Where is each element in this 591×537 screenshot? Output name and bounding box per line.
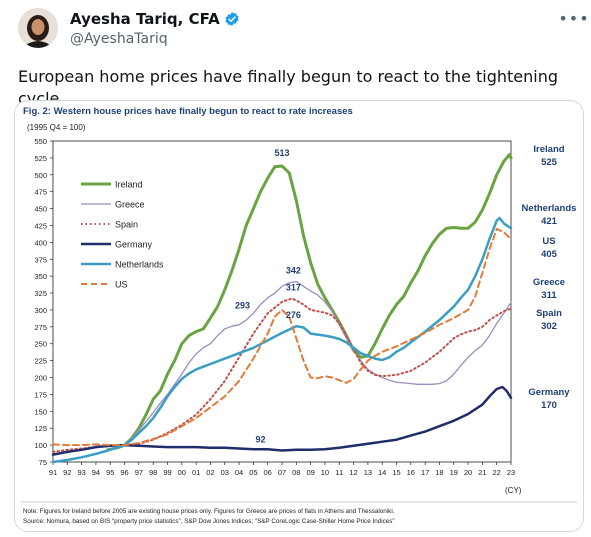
x-tick-label: 04 (235, 468, 243, 477)
x-tick-label: 98 (149, 468, 157, 477)
end-label-name: Netherlands (522, 203, 577, 214)
chart-title: Fig. 2: Western house prices have finall… (23, 106, 353, 117)
y-tick-label: 500 (34, 171, 47, 180)
chart-subtitle: (1995 Q4 = 100) (27, 123, 86, 132)
y-tick-label: 525 (34, 154, 47, 163)
y-tick-label: 425 (34, 221, 47, 230)
legend-label: Spain (115, 220, 138, 230)
y-tick-label: 325 (34, 289, 47, 298)
x-tick-label: 91 (49, 468, 57, 477)
y-tick-label: 350 (34, 272, 47, 281)
end-label-name: Spain (536, 308, 562, 319)
end-label-name: Greece (533, 277, 565, 288)
data-label: 513 (274, 148, 289, 158)
tweet-media-chart[interactable]: Fig. 2: Western house prices have finall… (14, 100, 584, 532)
data-label: 293 (235, 301, 250, 311)
x-tick-label: 12 (349, 468, 357, 477)
y-tick-label: 225 (34, 357, 47, 366)
legend-label: Germany (115, 240, 153, 250)
y-tick-label: 400 (34, 238, 47, 247)
x-tick-label: 13 (364, 468, 372, 477)
y-tick-label: 275 (34, 323, 47, 332)
x-tick-label: 93 (77, 468, 85, 477)
x-tick-label: 05 (249, 468, 257, 477)
x-tick-label: 07 (278, 468, 286, 477)
y-tick-label: 250 (34, 340, 47, 349)
y-tick-label: 450 (34, 205, 47, 214)
x-tick-label: 22 (493, 468, 501, 477)
x-tick-label: 96 (120, 468, 128, 477)
end-label-name: Germany (528, 387, 570, 398)
x-tick-label: 11 (335, 468, 343, 477)
x-tick-label: 10 (321, 468, 329, 477)
end-label-value: 525 (541, 157, 558, 168)
x-tick-label: 20 (464, 468, 472, 477)
end-label-value: 302 (541, 321, 557, 332)
x-tick-label: 23 (507, 468, 515, 477)
y-tick-label: 200 (34, 374, 47, 383)
legend-label: Netherlands (115, 260, 164, 270)
data-label: 317 (286, 282, 301, 292)
data-label: 342 (286, 266, 301, 276)
x-tick-label: 94 (92, 468, 100, 477)
end-label-value: 170 (541, 400, 557, 411)
y-tick-label: 550 (34, 137, 47, 146)
legend-label: Ireland (115, 180, 143, 190)
x-tick-label: 15 (392, 468, 400, 477)
x-axis-label: (CY) (505, 486, 522, 495)
x-tick-label: 08 (292, 468, 300, 477)
series-line-spain (52, 297, 512, 453)
more-options-icon[interactable]: ••• (558, 8, 590, 28)
x-tick-label: 18 (435, 468, 443, 477)
avatar[interactable] (18, 8, 58, 48)
series-line-germany (51, 385, 513, 456)
x-tick-label: 16 (407, 468, 415, 477)
y-tick-label: 375 (34, 255, 47, 264)
series-line-greece (123, 280, 512, 446)
x-tick-label: 19 (450, 468, 458, 477)
x-tick-label: 00 (178, 468, 186, 477)
chart-note: Note: Figures for Ireland before 2005 ar… (23, 508, 395, 515)
x-tick-label: 95 (106, 468, 114, 477)
y-tick-label: 300 (34, 306, 47, 315)
end-label-name: US (542, 236, 555, 247)
house-price-chart: Fig. 2: Western house prices have finall… (21, 106, 577, 525)
x-tick-label: 01 (192, 468, 200, 477)
data-label: 276 (286, 310, 301, 320)
y-tick-label: 475 (34, 188, 47, 197)
end-label-value: 405 (541, 249, 558, 260)
author-handle[interactable]: @AyeshaTariq (70, 31, 168, 47)
chart-source: Source: Nomura, based on BIS "property p… (23, 518, 395, 525)
x-tick-label: 21 (478, 468, 486, 477)
y-tick-label: 150 (34, 407, 47, 416)
x-tick-label: 92 (63, 468, 71, 477)
end-label-value: 421 (541, 216, 558, 227)
series-line-ireland (105, 153, 513, 452)
x-tick-label: 99 (163, 468, 171, 477)
legend-label: Greece (115, 200, 145, 210)
x-tick-label: 97 (135, 468, 143, 477)
author-name[interactable]: Ayesha Tariq, CFA (70, 10, 220, 28)
y-tick-label: 175 (34, 390, 47, 399)
x-tick-label: 06 (264, 468, 272, 477)
y-tick-label: 125 (34, 424, 47, 433)
verified-badge-icon (225, 12, 239, 26)
end-label-value: 311 (541, 290, 557, 301)
x-tick-label: 14 (378, 468, 386, 477)
avatar-photo (18, 8, 58, 48)
x-tick-label: 09 (306, 468, 314, 477)
x-tick-label: 03 (221, 468, 229, 477)
series-line-netherlands (51, 216, 513, 464)
end-label-name: Ireland (533, 144, 564, 155)
data-label: 92 (256, 435, 266, 445)
y-tick-label: 100 (34, 441, 47, 450)
x-tick-label: 17 (421, 468, 429, 477)
x-tick-label: 02 (206, 468, 214, 477)
series-line-us (52, 227, 512, 447)
legend-label: US (115, 280, 128, 290)
y-tick-label: 75 (39, 458, 47, 467)
